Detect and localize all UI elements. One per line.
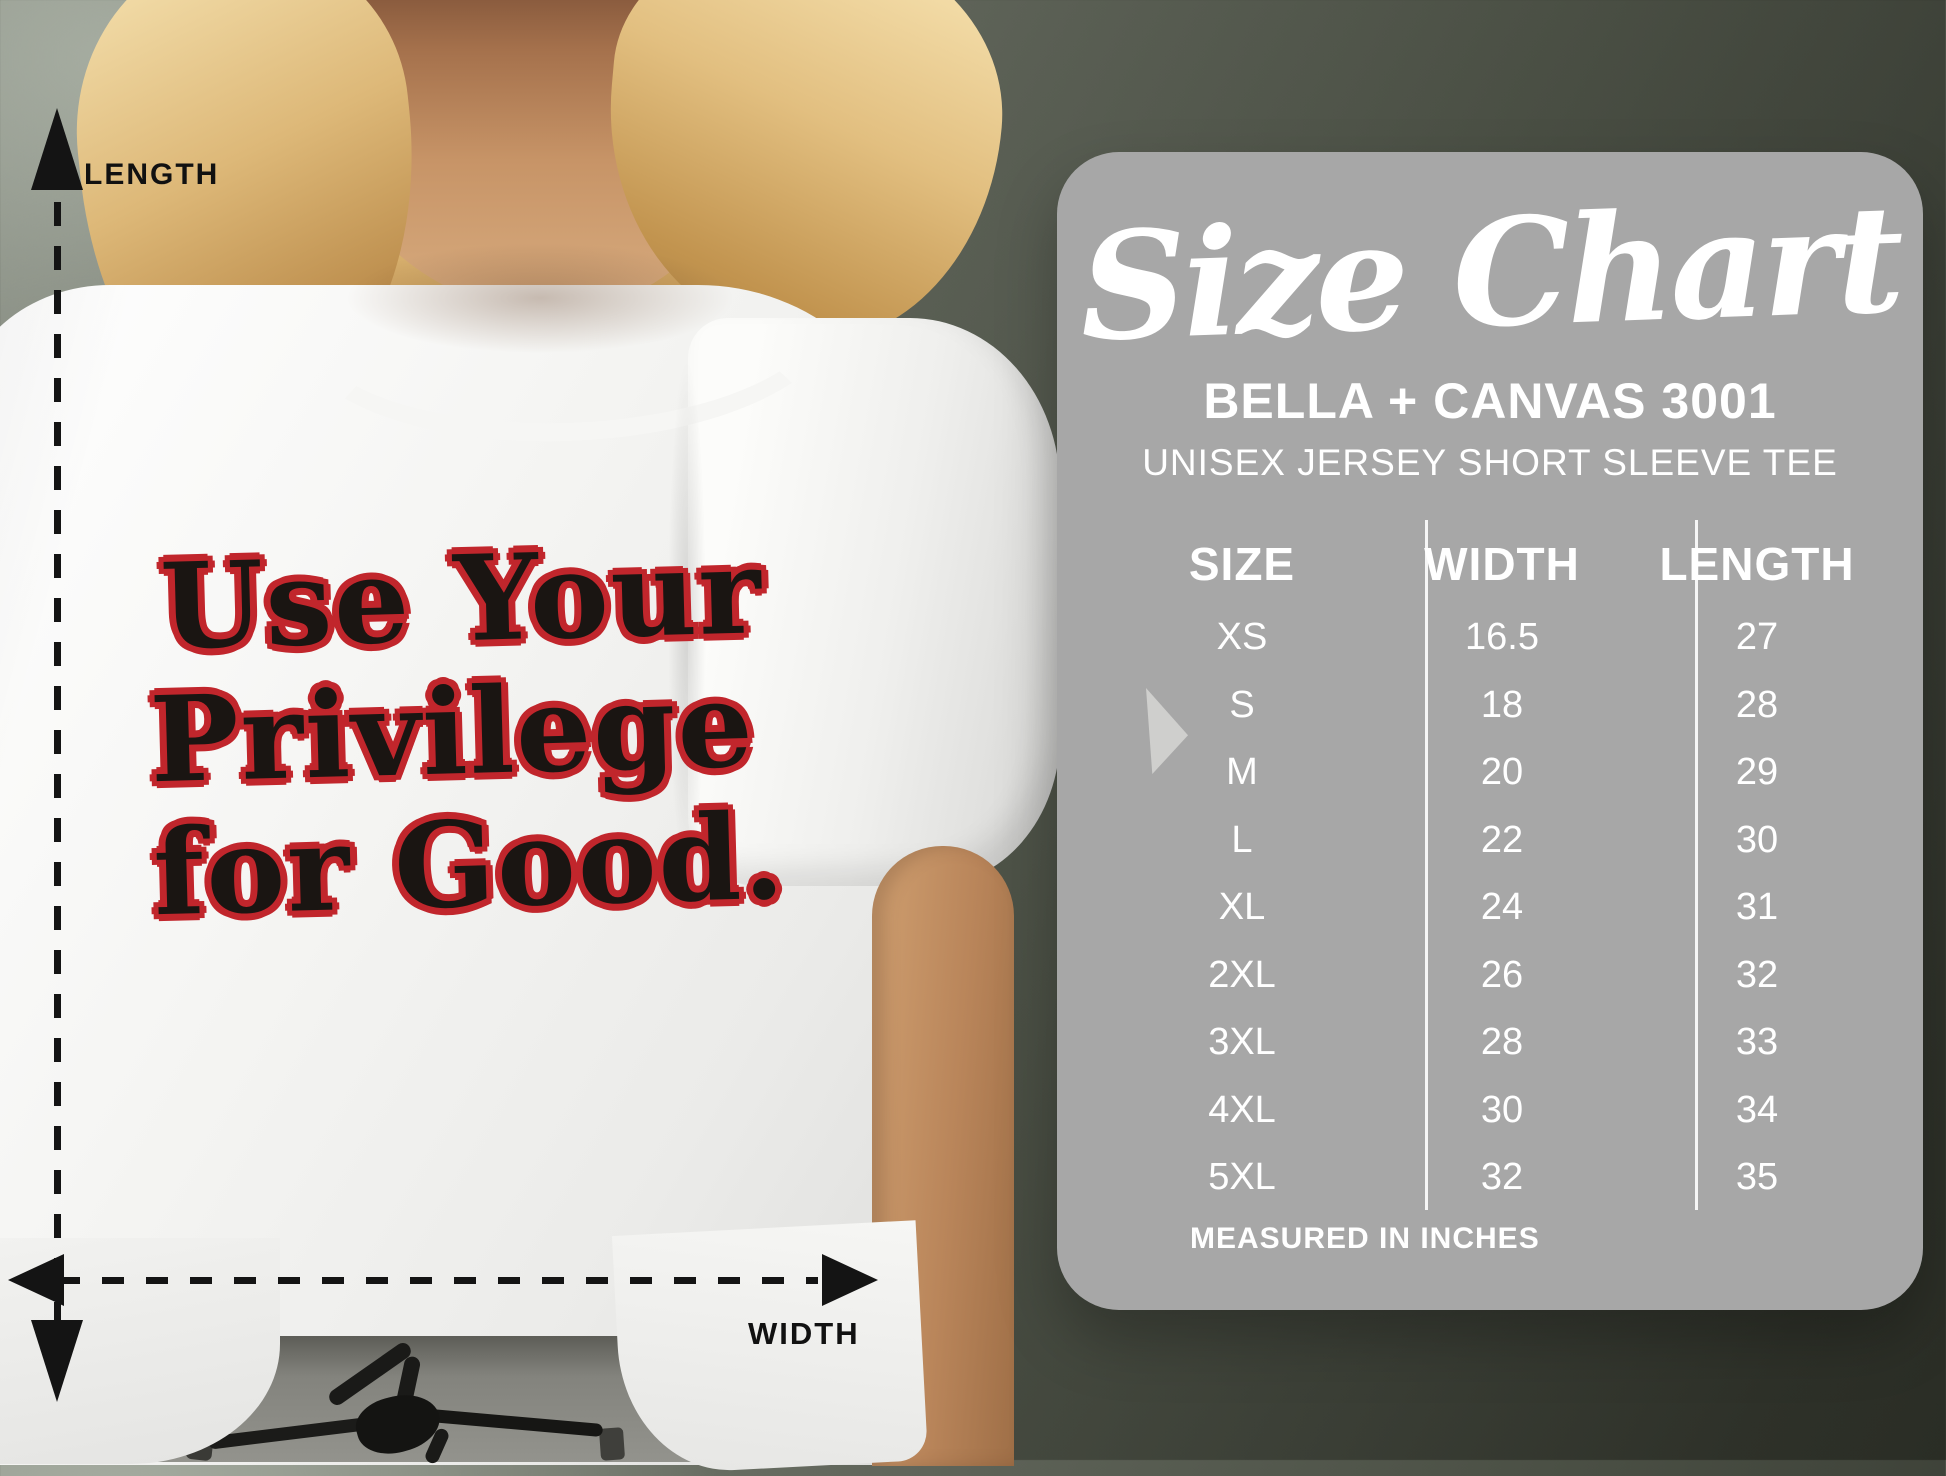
length-cell: 30 (1735, 818, 1779, 861)
width-cell: 20 (1480, 751, 1524, 794)
length-cell: 28 (1735, 683, 1779, 726)
column-header-width: WIDTH (1424, 538, 1580, 590)
column-header-size: SIZE (1188, 538, 1296, 590)
tshirt-sleeve (688, 318, 1060, 886)
width-cell: 18 (1480, 683, 1524, 726)
width-cell: 26 (1480, 953, 1524, 996)
brand-name: BELLA + CANVAS 3001 (1203, 373, 1777, 429)
arrow-down-icon (31, 1320, 83, 1402)
length-label: LENGTH (84, 158, 220, 191)
length-cell: 33 (1735, 1021, 1779, 1064)
length-cell: 35 (1735, 1156, 1779, 1199)
shirt-print-line-1: Use Your (158, 521, 765, 676)
arrow-up-icon (31, 108, 83, 190)
length-cell: 29 (1735, 751, 1779, 794)
width-cell: 30 (1480, 1088, 1524, 1131)
size-cell: M (1226, 751, 1258, 794)
width-cell: 16.5 (1465, 616, 1539, 659)
pants-belt-loop (598, 1427, 626, 1461)
shirt-print-text: Use Your Privilege for Good. (145, 521, 788, 943)
arrow-right-icon (822, 1254, 878, 1306)
size-table: SIZE WIDTH LENGTH XS 16.5 27 S 18 28 M 2… (1117, 524, 1877, 1212)
product-name: UNISEX JERSEY SHORT SLEEVE TEE (1142, 442, 1838, 483)
size-cell: XL (1218, 886, 1266, 929)
sleeve-seam-shadow (668, 360, 706, 880)
table-column-divider (1695, 520, 1698, 1210)
size-cell: 5XL (1208, 1156, 1276, 1199)
length-cell: 27 (1735, 616, 1779, 659)
size-cell: S (1229, 683, 1255, 726)
width-cell: 28 (1480, 1021, 1524, 1064)
column-header-length: LENGTH (1659, 538, 1855, 590)
length-cell: 31 (1735, 886, 1779, 929)
size-cell: 4XL (1208, 1088, 1276, 1131)
size-chart-title: Size Chart (1076, 171, 1904, 375)
size-chart-panel: Size Chart BELLA + CANVAS 3001 UNISEX JE… (1057, 152, 1923, 1310)
length-cell: 34 (1735, 1088, 1779, 1131)
shirt-print-line-3: for Good. (151, 786, 788, 943)
length-cell: 32 (1735, 953, 1779, 996)
neck-shadow (330, 238, 750, 358)
size-cell: L (1231, 818, 1253, 861)
width-measurement-line (58, 1277, 818, 1284)
length-measurement-line (54, 202, 61, 1322)
shirt-print-line-2: Privilege (148, 654, 757, 810)
width-cell: 32 (1480, 1156, 1524, 1199)
width-cell: 22 (1480, 818, 1524, 861)
arrow-left-icon (8, 1254, 64, 1306)
table-column-divider (1425, 520, 1428, 1210)
measured-in-inches-note: MEASURED IN INCHES (1190, 1222, 1540, 1255)
size-cell: 2XL (1208, 953, 1276, 996)
size-cell: 3XL (1208, 1021, 1276, 1064)
width-label: WIDTH (748, 1316, 860, 1351)
width-cell: 24 (1480, 886, 1524, 929)
size-cell: XS (1216, 616, 1268, 659)
